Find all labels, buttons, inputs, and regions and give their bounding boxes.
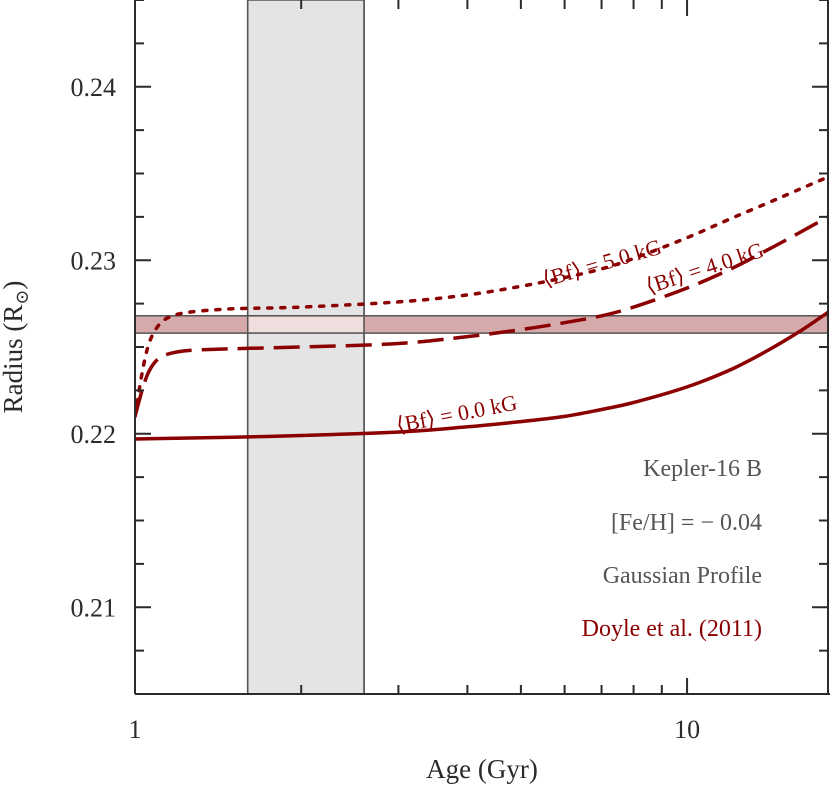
series-line-1 [135,215,829,417]
x-tick-label: 10 [674,715,700,744]
y-axis-label-sun-symbol: ⊙ [12,290,32,305]
y-tick-label: 0.22 [71,420,117,449]
note-profile: Gaussian Profile [603,563,762,589]
note-metallicity: [Fe/H] = − 0.04 [611,510,762,536]
axis-tick-labels: 1 10 0.21 0.22 0.23 0.24 [71,73,701,744]
curve-label-4kg: ⟨Bf⟩ = 4.0 kG [643,237,767,299]
y-tick-label: 0.24 [71,73,117,102]
note-reference: Doyle et al. (2011) [582,616,762,642]
y-tick-label: 0.23 [71,246,117,275]
overlap-region [248,316,364,333]
radius-constraint-band [134,315,829,334]
axis-ticks [134,0,828,694]
x-axis-label: Age (Gyr) [426,754,538,784]
series-line-0 [135,310,829,441]
age-constraint-band [246,0,365,695]
x-tick-label: 1 [129,715,142,744]
y-tick-label: 0.21 [71,593,117,622]
series-line-2 [135,175,830,419]
note-star-name: Kepler-16 B [643,456,762,482]
curve-label-0kg: ⟨Bf⟩ = 0.0 kG [394,390,519,438]
series-curves [135,175,830,441]
y-axis-label: Radius (R⊙) [0,281,32,414]
